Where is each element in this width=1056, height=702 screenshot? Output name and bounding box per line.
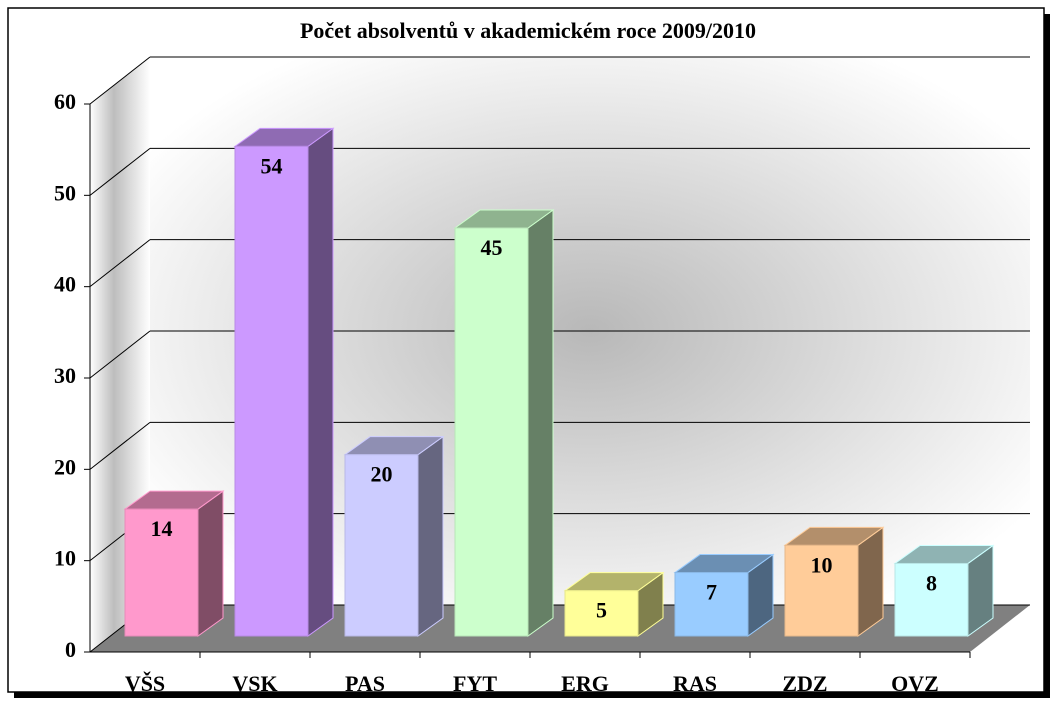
bar-side bbox=[197, 490, 224, 637]
bar bbox=[564, 590, 639, 637]
floor bbox=[90, 605, 1030, 652]
x-tick-label: ERG bbox=[561, 671, 609, 696]
y-tick-label: 30 bbox=[54, 363, 76, 388]
data-label: 8 bbox=[926, 571, 937, 596]
bar bbox=[124, 508, 199, 637]
x-tick-label: FYT bbox=[453, 671, 497, 696]
bar-side bbox=[857, 526, 884, 637]
bar bbox=[894, 562, 969, 637]
x-tick-label: ZDZ bbox=[782, 671, 827, 696]
grid-line bbox=[89, 330, 151, 379]
bar-side bbox=[527, 209, 554, 637]
y-tick-label: 0 bbox=[65, 637, 76, 662]
y-tick-label: 50 bbox=[54, 180, 76, 205]
grid-line bbox=[89, 147, 151, 196]
x-tick-label: RAS bbox=[673, 671, 717, 696]
bar bbox=[234, 145, 309, 637]
grid-line bbox=[89, 421, 151, 470]
y-tick-label: 40 bbox=[54, 272, 76, 297]
data-label: 20 bbox=[371, 462, 393, 487]
x-tick-label: PAS bbox=[345, 671, 385, 696]
y-tick-label: 20 bbox=[54, 454, 76, 479]
bar-side bbox=[307, 127, 334, 637]
data-label: 10 bbox=[811, 552, 833, 577]
bar-side bbox=[417, 435, 444, 637]
bar bbox=[674, 572, 749, 637]
data-label: 54 bbox=[261, 153, 283, 178]
bar bbox=[784, 544, 859, 637]
grid-line bbox=[89, 239, 151, 288]
data-label: 45 bbox=[481, 235, 503, 260]
x-tick-label: OVZ bbox=[891, 671, 939, 696]
data-label: 7 bbox=[706, 580, 717, 605]
data-label: 5 bbox=[596, 598, 607, 623]
y-tick-label: 60 bbox=[54, 89, 76, 114]
chart-title: Počet absolventů v akademickém roce 2009… bbox=[300, 18, 756, 43]
data-label: 14 bbox=[151, 516, 173, 541]
bar bbox=[344, 454, 419, 637]
y-tick-label: 10 bbox=[54, 546, 76, 571]
x-tick-label: VŠS bbox=[125, 671, 165, 696]
bar bbox=[454, 227, 529, 637]
grid-line bbox=[89, 56, 151, 105]
x-tick-label: VSK bbox=[232, 671, 277, 696]
